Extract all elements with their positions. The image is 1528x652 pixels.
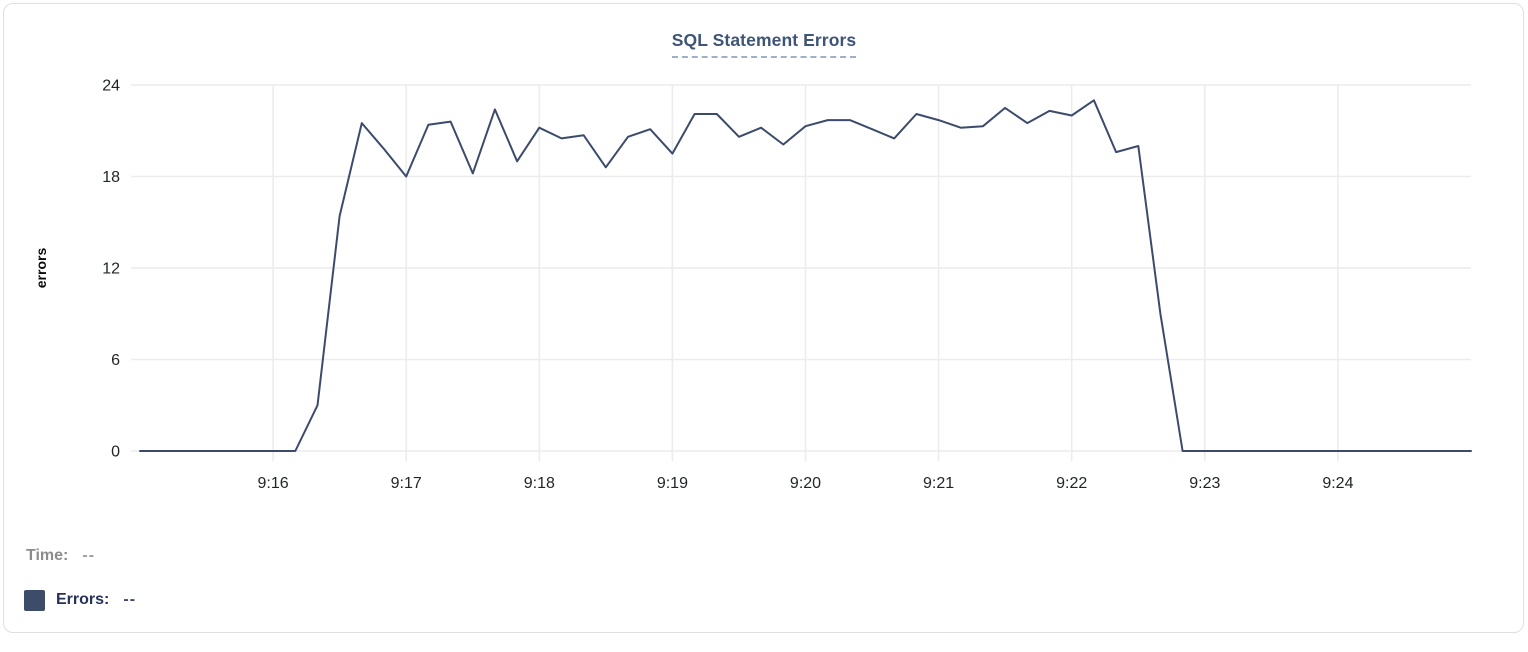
chart-header: SQL Statement Errors bbox=[0, 30, 1528, 58]
tooltip-time-value: -- bbox=[82, 547, 96, 564]
tooltip-time-row: Time: -- bbox=[26, 546, 95, 566]
tooltip-errors-row: Errors: -- bbox=[24, 588, 136, 612]
y-tick-label: 0 bbox=[111, 444, 120, 461]
x-tick-label: 9:16 bbox=[258, 475, 289, 492]
chart-title[interactable]: SQL Statement Errors bbox=[671, 30, 857, 58]
x-tick-label: 9:21 bbox=[923, 475, 954, 492]
x-tick-label: 9:22 bbox=[1056, 475, 1087, 492]
x-tick-label: 9:20 bbox=[790, 475, 821, 492]
y-tick-label: 18 bbox=[102, 169, 120, 186]
x-tick-label: 9:24 bbox=[1322, 475, 1353, 492]
tooltip-errors-value: -- bbox=[123, 591, 137, 608]
y-tick-label: 24 bbox=[102, 78, 120, 95]
errors-line-series[interactable] bbox=[139, 99, 1472, 452]
tooltip-time-label: Time: bbox=[26, 547, 69, 564]
errors-series-swatch-icon bbox=[24, 589, 45, 611]
y-axis-label: errors bbox=[33, 248, 49, 289]
x-tick-label: 9:17 bbox=[391, 475, 422, 492]
x-tick-label: 9:19 bbox=[657, 475, 688, 492]
y-tick-label: 12 bbox=[102, 261, 120, 278]
tooltip-errors-label: Errors: bbox=[56, 591, 110, 608]
x-tick-label: 9:23 bbox=[1189, 475, 1220, 492]
y-tick-label: 6 bbox=[111, 352, 120, 369]
x-tick-label: 9:18 bbox=[524, 475, 555, 492]
chart-plot-area[interactable] bbox=[140, 85, 1471, 451]
chart-svg: 0 6 12 18 24 9:16 9:17 9:18 9:19 9:20 9:21 9:22 9:23… bbox=[33, 78, 1472, 492]
chart-card bbox=[3, 3, 1524, 633]
